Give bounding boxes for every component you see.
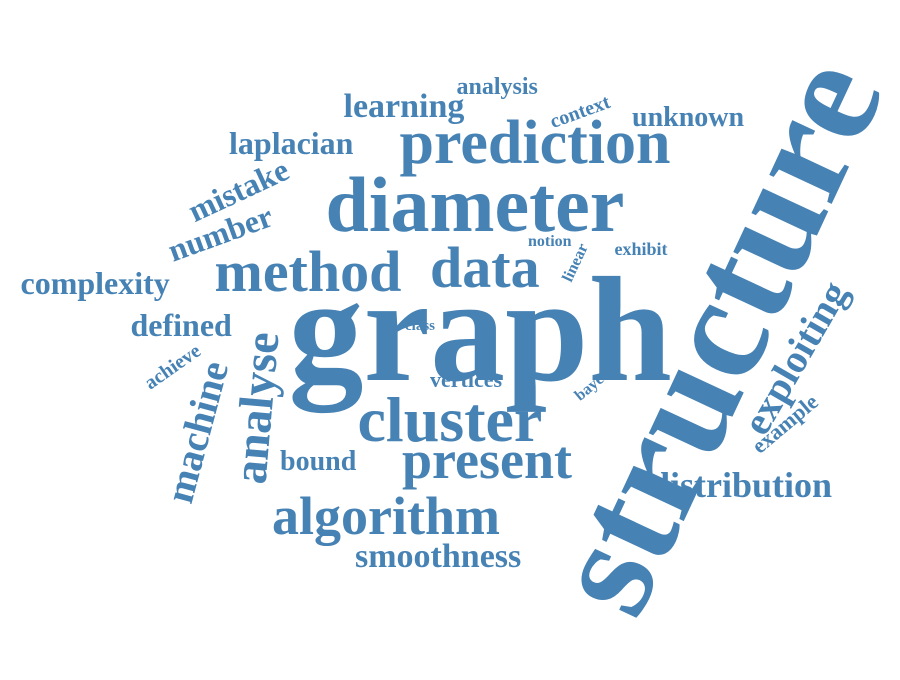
- word-class: class: [405, 319, 435, 334]
- word-complexity: complexity: [21, 267, 170, 299]
- word-learning: learning: [344, 90, 465, 124]
- word-defined: defined: [131, 309, 232, 341]
- word-notion: notion: [528, 234, 572, 250]
- word-distribution: distribution: [650, 467, 832, 503]
- word-vertices: vertices: [430, 369, 502, 391]
- word-laplacian: laplacian: [229, 127, 353, 159]
- word-method: method: [215, 243, 402, 301]
- word-analyse: analyse: [226, 330, 287, 486]
- word-algorithm: algorithm: [272, 489, 500, 543]
- word-unknown: unknown: [632, 104, 744, 132]
- word-data: data: [430, 239, 540, 297]
- word-smoothness: smoothness: [355, 540, 521, 574]
- word-exhibit: exhibit: [615, 240, 668, 258]
- word-diameter: diameter: [326, 166, 625, 244]
- word-bound: bound: [280, 448, 356, 476]
- word-analysis: analysis: [457, 75, 538, 99]
- word-present: present: [402, 433, 572, 487]
